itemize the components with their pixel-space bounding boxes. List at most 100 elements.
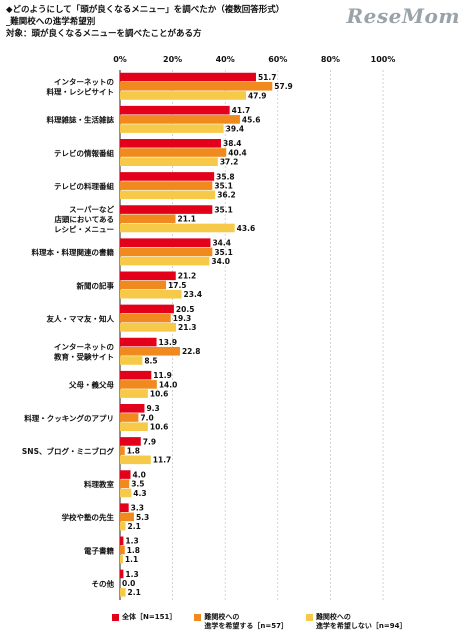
bar [120, 323, 177, 332]
bar [120, 247, 213, 257]
legend-label-all: 全体［N=151］ [122, 613, 177, 621]
category-label: SNS、ブログ・ミニブログ [22, 446, 115, 456]
bar [120, 455, 151, 465]
data-label: 11.9 [153, 371, 172, 380]
x-tick-label: 100% [371, 55, 396, 64]
bar [120, 422, 148, 432]
bar [120, 521, 126, 531]
data-label: 14.0 [159, 380, 178, 389]
category-label: 電子書籍 [84, 545, 114, 555]
data-label: 10.6 [150, 389, 169, 398]
data-label: 19.3 [173, 314, 192, 323]
data-label: 7.9 [143, 437, 156, 446]
bar [120, 271, 176, 281]
data-label: 11.7 [153, 456, 172, 465]
data-label: 20.5 [176, 305, 195, 314]
category-label: 新聞の記事 [77, 280, 115, 290]
bar [120, 588, 126, 597]
data-label: 1.8 [127, 546, 140, 555]
legend-swatch-all [112, 614, 119, 621]
bar [120, 280, 167, 290]
legend-item-all: 全体［N=151］ [112, 613, 176, 631]
category-label: 料理教室 [84, 479, 114, 489]
category-label: テレビの情報番組 [54, 148, 114, 158]
data-label: 21.2 [178, 272, 197, 281]
bar [120, 554, 123, 564]
data-label: 47.9 [248, 91, 267, 100]
data-label: 43.6 [237, 224, 256, 233]
bar [120, 91, 246, 100]
legend-swatch-nohope [305, 614, 313, 621]
data-label: 34.4 [212, 239, 231, 248]
bar [120, 446, 125, 455]
category-label: 料理雑誌・生活雑誌 [47, 115, 115, 125]
bar [120, 214, 176, 224]
data-label: 17.5 [168, 281, 187, 290]
bar [120, 470, 131, 479]
bar [120, 545, 125, 555]
data-label: 39.4 [226, 124, 245, 133]
data-label: 57.9 [274, 82, 293, 91]
category-label: 料理本・料理関連の書籍 [32, 247, 115, 257]
bar [120, 337, 157, 347]
data-label: 38.4 [223, 139, 242, 148]
data-label: 2.1 [128, 522, 141, 531]
legend-label-nohope: 難関校への 進学を希望しない［n=94］ [315, 613, 407, 630]
bar [120, 181, 213, 190]
data-label: 13.9 [159, 338, 178, 347]
data-label: 35.1 [214, 182, 233, 191]
data-label: 4.0 [133, 470, 146, 479]
bar [120, 503, 129, 512]
chart-target-note: 対象：頭が良くなるメニューを調べたことがある方 [6, 29, 202, 39]
bar [120, 289, 182, 299]
data-label: 7.0 [140, 413, 153, 422]
bar [120, 404, 145, 413]
data-label: 9.3 [146, 404, 159, 413]
bar [120, 105, 230, 115]
data-label: 35.1 [214, 248, 233, 257]
bar [120, 437, 141, 446]
category-label: 友人・ママ友・知人 [46, 313, 115, 323]
bar [120, 512, 134, 522]
bar [120, 190, 216, 200]
bar [120, 124, 224, 133]
data-label: 45.6 [242, 115, 261, 124]
data-label: 23.4 [184, 290, 203, 299]
data-label: 41.7 [232, 106, 251, 115]
category-label: 父母・義父母 [68, 380, 114, 390]
category-label: インターネットの教育・受験サイト [53, 342, 114, 362]
data-label: 3.5 [131, 480, 144, 489]
data-label: 22.8 [182, 347, 201, 356]
bar [120, 380, 157, 389]
bar [120, 223, 235, 233]
data-label: 21.1 [177, 215, 196, 224]
bar [120, 488, 132, 498]
bar [120, 313, 171, 323]
bar [120, 479, 130, 489]
chart-subtitle: _難関校への進学希望別 [6, 17, 96, 27]
data-label: 2.1 [128, 588, 141, 597]
bar [120, 81, 273, 91]
bar [120, 370, 152, 380]
bar [120, 346, 180, 356]
resemom-watermark-logo: ReseMom [346, 4, 460, 28]
data-label: 1.8 [127, 447, 140, 456]
x-tick-label: 40% [216, 55, 235, 64]
data-label: 1.1 [125, 555, 138, 564]
data-label: 21.3 [178, 323, 197, 332]
bar [120, 115, 240, 124]
data-label: 40.4 [228, 148, 247, 157]
data-label: 1.3 [125, 537, 138, 546]
bar [120, 413, 139, 422]
data-label: 10.6 [150, 423, 169, 432]
bar [120, 148, 227, 157]
bar [120, 139, 221, 148]
bar [120, 389, 148, 398]
category-label: 学校や塾の先生 [62, 512, 115, 522]
category-label: テレビの料理番組 [54, 181, 114, 191]
category-label: スーパーなど店頭においてあるレシピ・メニュー [54, 204, 114, 234]
x-tick-label: 20% [163, 55, 182, 64]
bar [120, 238, 211, 247]
data-label: 0.0 [122, 579, 135, 588]
